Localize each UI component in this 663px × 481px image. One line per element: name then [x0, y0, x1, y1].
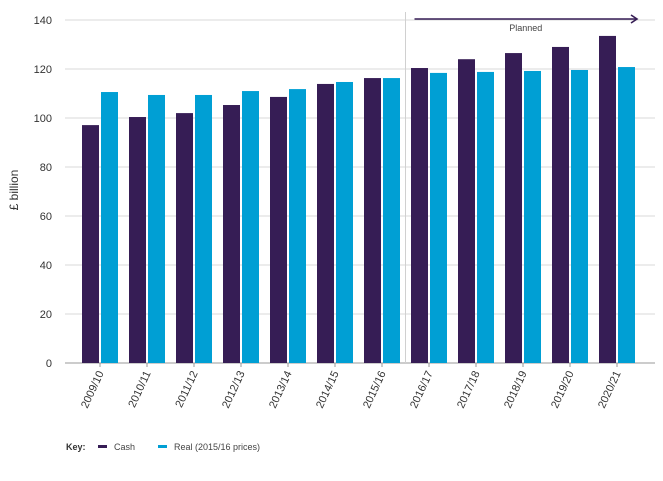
- bar-real: [336, 81, 353, 364]
- bar-real: [383, 78, 400, 363]
- bar-cash: [223, 105, 240, 363]
- bar-real: [195, 94, 212, 363]
- bar-real: [618, 67, 635, 363]
- x-tick-label: 2012/13: [220, 369, 248, 410]
- bar-cash: [599, 35, 616, 364]
- bar-cash: [458, 59, 475, 363]
- x-tick-label: 2017/18: [455, 369, 483, 410]
- y-axis-label: £ billion: [7, 170, 21, 211]
- bar-real: [242, 91, 259, 364]
- y-tick-label: 0: [46, 358, 52, 370]
- x-tick-label: 2016/17: [408, 369, 436, 410]
- legend-label: Cash: [114, 442, 135, 452]
- x-tick-label: 2015/16: [361, 369, 389, 410]
- x-tick-label: 2010/11: [126, 369, 153, 409]
- bar-cash: [270, 96, 287, 364]
- x-tick-label: 2011/12: [173, 369, 200, 409]
- x-tick-label: 2013/14: [267, 369, 295, 410]
- bar-cash: [552, 46, 569, 363]
- bar-cash: [317, 83, 334, 363]
- planned-label: Planned: [509, 23, 542, 33]
- bar-cash: [411, 68, 428, 364]
- bar-real: [524, 70, 541, 364]
- x-tick-label: 2018/19: [502, 369, 530, 410]
- bar-real: [477, 71, 494, 363]
- y-tick-label: 40: [40, 260, 52, 272]
- arrowhead-icon: [630, 14, 639, 24]
- legend-title: Key:: [66, 442, 86, 452]
- legend-swatch: [158, 445, 167, 448]
- legend-label: Real (2015/16 prices): [174, 442, 260, 452]
- x-tick-label: 2019/20: [549, 369, 577, 410]
- bar-real: [571, 69, 588, 363]
- y-tick-label: 60: [40, 211, 52, 223]
- legend-swatch: [98, 445, 107, 448]
- bar-real: [148, 94, 165, 363]
- bar-cash: [505, 53, 522, 363]
- x-tick-label: 2014/15: [314, 369, 342, 410]
- y-tick-label: 120: [34, 64, 52, 76]
- y-tick-label: 100: [34, 113, 52, 125]
- bar-real: [101, 92, 118, 363]
- bar-cash: [364, 78, 381, 363]
- y-tick-label: 20: [40, 309, 52, 321]
- bar-real: [430, 72, 447, 364]
- bar-cash: [176, 113, 193, 363]
- x-tick-label: 2009/10: [79, 369, 107, 410]
- x-tick-label: 2020/21: [596, 369, 624, 410]
- bar-cash: [129, 117, 146, 364]
- y-tick-label: 140: [34, 15, 52, 27]
- bar-real: [289, 89, 306, 363]
- y-tick-label: 80: [40, 162, 52, 174]
- bar-cash: [82, 125, 99, 363]
